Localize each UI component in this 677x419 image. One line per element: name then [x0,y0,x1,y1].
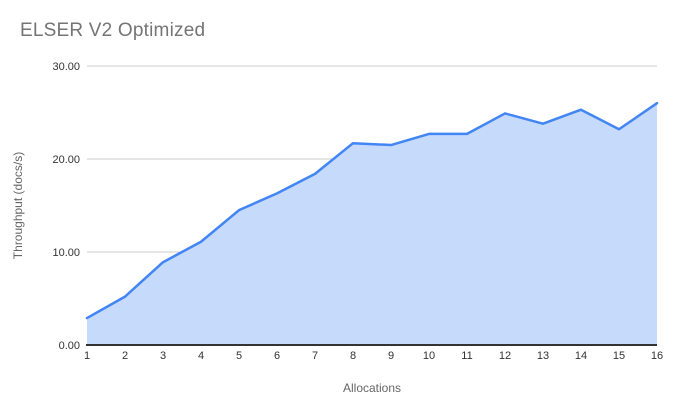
x-tick-label: 3 [160,350,166,362]
y-tick-label: 0.00 [59,340,80,352]
y-tick-label: 30.00 [52,61,80,73]
x-tick-label: 15 [613,350,625,362]
x-tick-label: 5 [236,350,242,362]
x-tick-label: 10 [423,350,435,362]
x-tick-label: 16 [651,350,663,362]
x-tick-label: 6 [274,350,280,362]
x-tick-label: 8 [350,350,356,362]
series-line [85,101,659,320]
x-tick-label: 2 [122,350,128,362]
x-tick-label: 7 [312,350,318,362]
y-axis-title: Throughput (docs/s) [11,152,25,259]
x-tick-label: 12 [499,350,511,362]
x-tick-label: 11 [461,350,472,362]
x-tick-label: 14 [575,350,587,362]
x-tick-label: 9 [388,350,394,362]
area-fill [87,103,657,345]
x-tick-label: 13 [537,350,549,362]
y-tick-label: 10.00 [52,247,80,259]
chart-title: ELSER V2 Optimized [20,20,206,41]
x-axis-title: Allocations [343,381,401,395]
x-tick-label: 4 [198,350,204,362]
y-tick-label: 20.00 [52,154,80,166]
x-tick-label: 1 [84,350,90,362]
